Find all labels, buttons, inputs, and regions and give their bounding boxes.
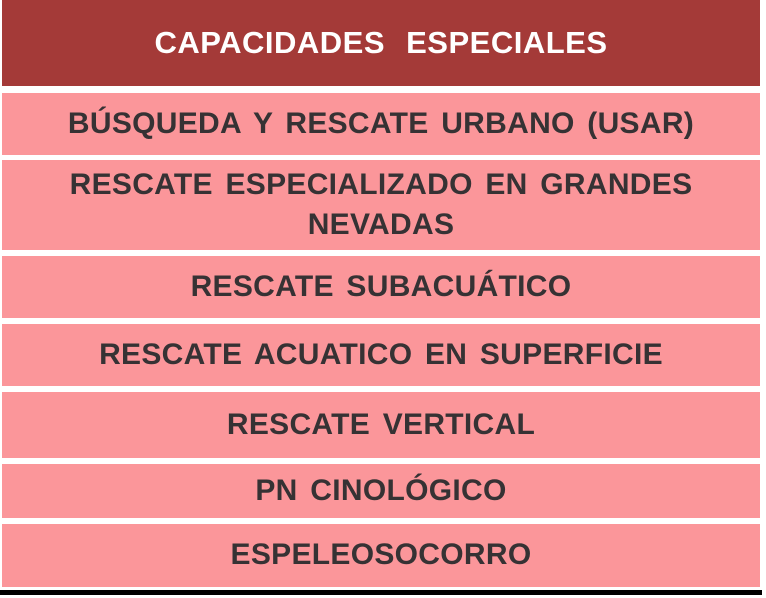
table-row: ESPELEOSOCORRO	[2, 524, 760, 587]
table-header: CAPACIDADES ESPECIALES	[2, 0, 760, 86]
row-label-rescate-acuatico-superficie: RESCATE ACUATICO EN SUPERFICIE	[99, 337, 663, 371]
bottom-divider	[0, 590, 762, 595]
table-row: PN CINOLÓGICO	[2, 464, 760, 518]
row-label-rescate-grandes-nevadas: RESCATE ESPECIALIZADO EN GRANDES NEVADAS	[69, 167, 693, 242]
table-row: RESCATE SUBACUÁTICO	[2, 256, 760, 318]
table-title: CAPACIDADES ESPECIALES	[154, 25, 608, 60]
row-label-rescate-vertical: RESCATE VERTICAL	[226, 407, 536, 441]
capacidades-especiales-table: CAPACIDADES ESPECIALES BÚSQUEDA Y RESCAT…	[2, 0, 760, 587]
table-row: RESCATE ESPECIALIZADO EN GRANDES NEVADAS	[2, 160, 760, 250]
row-label-espeleosocorro: ESPELEOSOCORRO	[230, 538, 532, 572]
row-label-rescate-subacuatico: RESCATE SUBACUÁTICO	[190, 269, 572, 303]
table-row: BÚSQUEDA Y RESCATE URBANO (USAR)	[2, 93, 760, 155]
table-row: RESCATE VERTICAL	[2, 392, 760, 458]
row-label-pn-cinologico: PN CINOLÓGICO	[255, 473, 507, 507]
row-label-busqueda-rescate-urbano: BÚSQUEDA Y RESCATE URBANO (USAR)	[67, 106, 695, 140]
table-row: RESCATE ACUATICO EN SUPERFICIE	[2, 324, 760, 386]
